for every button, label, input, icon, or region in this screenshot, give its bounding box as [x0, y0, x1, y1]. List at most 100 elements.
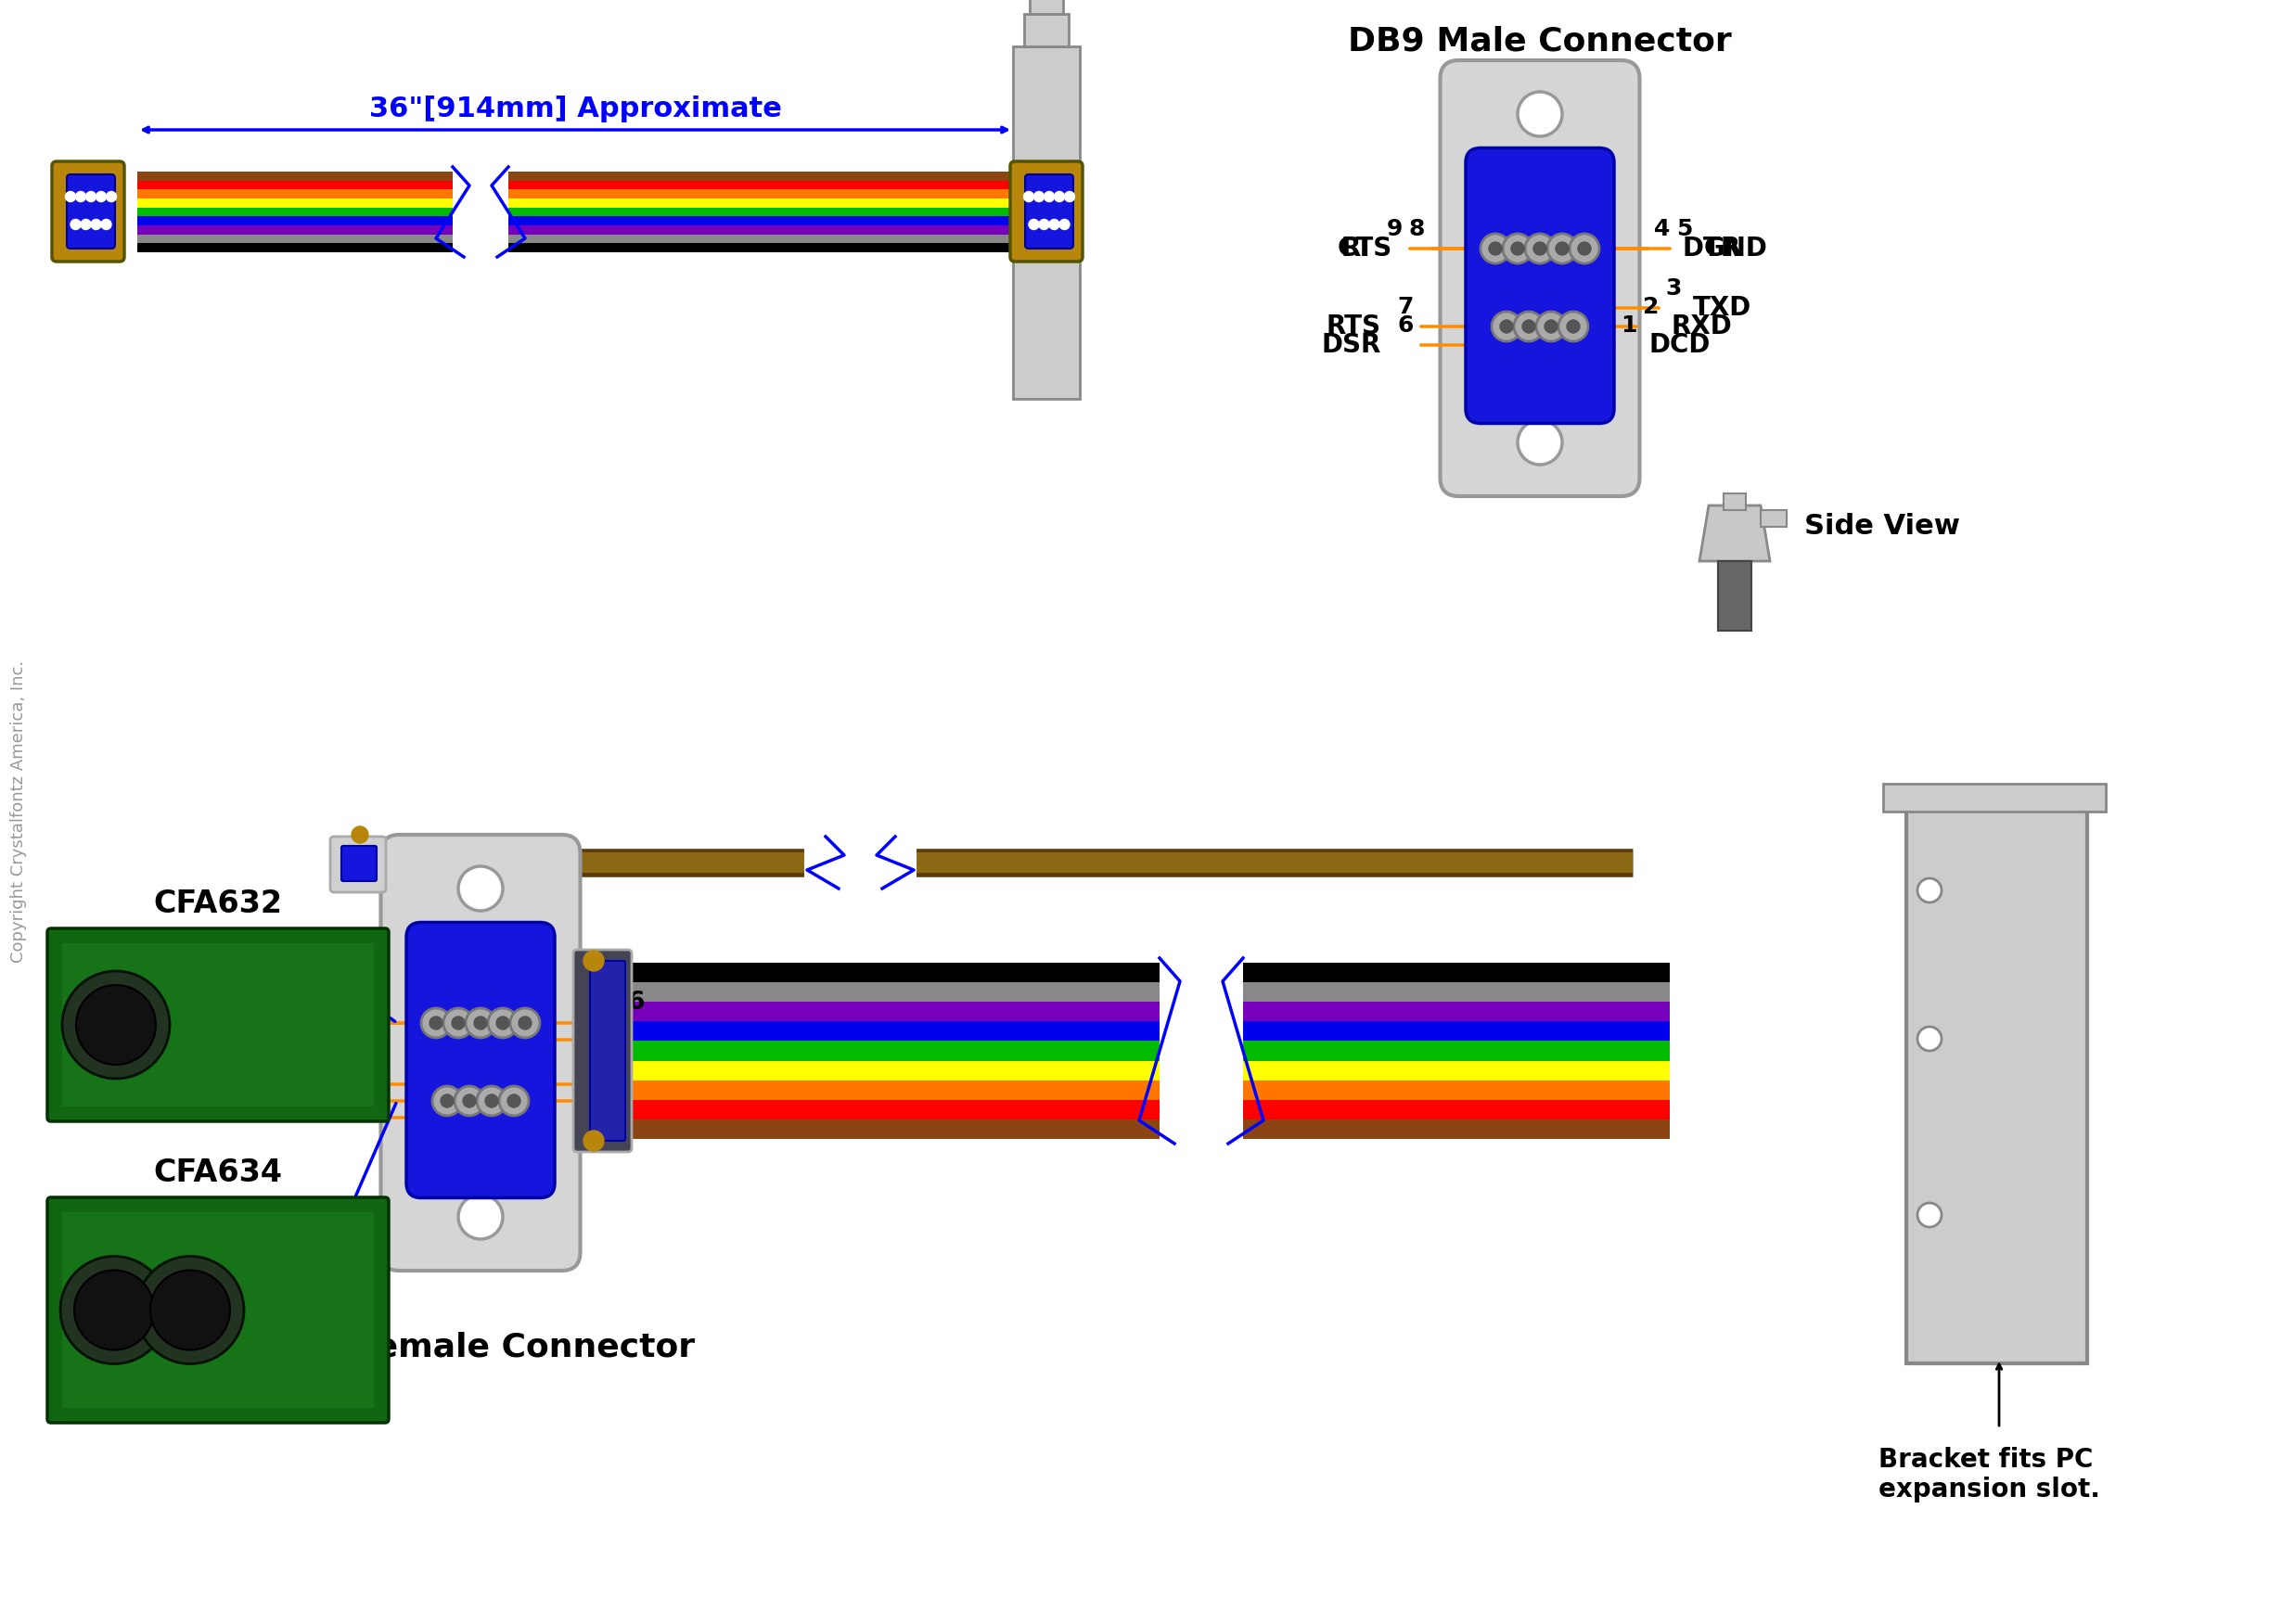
Bar [1244, 1060, 1671, 1080]
Circle shape [466, 1009, 496, 1038]
Circle shape [459, 866, 503, 911]
Bar [613, 1080, 1159, 1099]
FancyBboxPatch shape [1441, 60, 1639, 497]
Polygon shape [1701, 505, 1769, 562]
Circle shape [498, 1086, 528, 1116]
Bar [613, 963, 1159, 983]
Text: RI: RI [1340, 235, 1370, 261]
Bar [1724, 494, 1746, 510]
Bar [138, 234, 452, 244]
Text: 2: 2 [1643, 296, 1659, 318]
Circle shape [1053, 192, 1065, 201]
Circle shape [96, 192, 106, 201]
Text: RTS: RTS [1327, 313, 1382, 339]
Circle shape [496, 1017, 509, 1030]
Circle shape [73, 1270, 154, 1350]
Circle shape [1024, 192, 1033, 201]
Bar [62, 1212, 374, 1408]
Text: 3: 3 [317, 1052, 335, 1075]
Circle shape [1916, 879, 1942, 903]
Text: DTR: DTR [1682, 235, 1740, 261]
Text: 9: 9 [1386, 218, 1402, 240]
Circle shape [1489, 242, 1501, 255]
Bar [1244, 1041, 1671, 1060]
Circle shape [1044, 192, 1053, 201]
Text: 4: 4 [1655, 218, 1671, 240]
Circle shape [452, 1017, 466, 1030]
Circle shape [1065, 192, 1074, 201]
Bar [509, 172, 1017, 180]
Circle shape [1567, 320, 1579, 333]
FancyBboxPatch shape [1026, 174, 1074, 248]
Text: CFA632: CFA632 [154, 888, 282, 919]
Text: Bracket fits PC
expansion slot.: Bracket fits PC expansion slot. [1880, 1447, 2100, 1502]
Circle shape [519, 1017, 532, 1030]
Text: Copyright Crystalfontz America, Inc.: Copyright Crystalfontz America, Inc. [9, 661, 28, 963]
Text: DCD: DCD [1648, 331, 1710, 357]
Circle shape [1533, 242, 1547, 255]
Bar [1244, 1119, 1671, 1138]
Text: 4: 4 [340, 1069, 356, 1093]
Text: 5: 5 [1675, 218, 1691, 240]
Circle shape [1535, 312, 1565, 341]
Text: GND: GND [1705, 235, 1767, 261]
Bar [138, 190, 452, 198]
Circle shape [489, 1009, 519, 1038]
Text: 5: 5 [360, 1085, 379, 1109]
Text: 9: 9 [594, 1069, 610, 1093]
Circle shape [1060, 219, 1069, 229]
Bar [613, 1021, 1159, 1041]
Circle shape [62, 971, 170, 1078]
Text: DB9 Male Connector: DB9 Male Connector [1347, 26, 1733, 57]
Circle shape [583, 950, 604, 971]
Text: DB9 Female Connector: DB9 Female Connector [266, 1332, 695, 1363]
Bar [1244, 1080, 1671, 1099]
Text: 8: 8 [1409, 218, 1425, 240]
Circle shape [92, 219, 101, 229]
Text: 1: 1 [1620, 315, 1636, 336]
Bar [509, 208, 1017, 216]
Circle shape [1028, 219, 1040, 229]
Circle shape [583, 1130, 604, 1151]
Circle shape [1517, 93, 1563, 136]
Circle shape [475, 1017, 487, 1030]
FancyBboxPatch shape [381, 835, 581, 1270]
Bar [1244, 983, 1671, 1002]
Circle shape [422, 1009, 450, 1038]
Circle shape [1522, 320, 1535, 333]
FancyBboxPatch shape [67, 174, 115, 248]
Circle shape [443, 1009, 473, 1038]
Bar [613, 1002, 1159, 1021]
Bar [509, 226, 1017, 234]
Bar [138, 180, 452, 190]
Bar [1024, 15, 1069, 47]
Bar [509, 216, 1017, 226]
Circle shape [149, 1270, 230, 1350]
Bar [613, 1060, 1159, 1080]
Circle shape [441, 1095, 454, 1108]
Circle shape [1492, 312, 1522, 341]
Bar [1244, 1099, 1671, 1119]
FancyBboxPatch shape [574, 950, 631, 1151]
Bar [1030, 0, 1063, 15]
Circle shape [1515, 312, 1545, 341]
FancyBboxPatch shape [342, 846, 376, 882]
Text: TXD: TXD [1694, 296, 1751, 322]
Circle shape [1556, 242, 1570, 255]
Circle shape [509, 1009, 539, 1038]
Circle shape [1558, 312, 1588, 341]
Circle shape [484, 1095, 498, 1108]
Bar [509, 198, 1017, 208]
Circle shape [76, 192, 85, 201]
Circle shape [459, 1195, 503, 1239]
Text: CTS: CTS [1338, 235, 1393, 261]
Circle shape [106, 192, 117, 201]
Circle shape [1570, 234, 1600, 263]
Circle shape [454, 1086, 484, 1116]
Circle shape [85, 192, 96, 201]
Bar [1012, 47, 1079, 400]
Bar [138, 172, 452, 180]
Text: RXD: RXD [1671, 313, 1733, 339]
Text: DSR: DSR [1322, 331, 1382, 357]
FancyBboxPatch shape [330, 836, 386, 892]
